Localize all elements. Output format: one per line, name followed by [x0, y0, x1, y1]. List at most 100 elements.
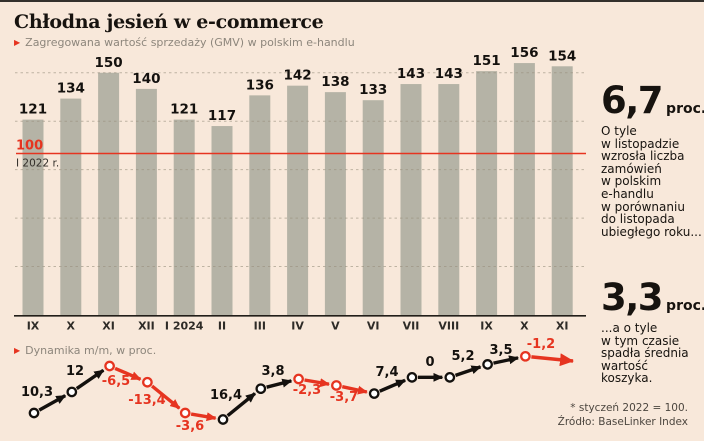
mm-dynamics-line-chart: 10,3 12 -6,5 -13,4 -3,6 16,4 3,8 -2,3 -3,7 7,4 0 5,… — [21, 337, 574, 434]
change-value-label: 3,8 — [261, 364, 284, 379]
x-axis-tick-label: VII — [403, 320, 420, 333]
bar-value-label: 121 — [19, 102, 47, 118]
x-axis-tick-label: XI — [102, 320, 115, 333]
bar-value-label: 142 — [284, 68, 312, 84]
data-point — [331, 380, 342, 391]
data-point — [142, 376, 153, 388]
data-point — [293, 373, 304, 385]
bar-value-label: 143 — [397, 66, 425, 82]
gmv-bar-chart: 100 I 2022 r. 121 134 150 140 121 117 136 142 138 1… — [14, 45, 586, 333]
bar-value-label: 154 — [548, 48, 576, 64]
bar-X — [60, 98, 82, 315]
bar-X — [513, 63, 535, 316]
stat-basket-decline: 3,3 proc. ...a o tyle w tym czasie spadła… — [601, 279, 704, 386]
bar-value-label: 133 — [359, 82, 387, 98]
baseline-100-label: 100 — [16, 139, 43, 154]
change-arrow — [150, 384, 181, 410]
x-axis-tick-label: X — [67, 320, 76, 333]
data-point — [255, 383, 267, 395]
bar-value-label: 134 — [57, 81, 85, 97]
line-chart-legend-label: Dynamika m/m, w proc. — [25, 344, 157, 357]
data-point — [520, 350, 531, 362]
bar-value-label: 117 — [208, 108, 236, 124]
triangle-bullet-icon: ▶ — [14, 345, 21, 355]
bar-value-label: 136 — [246, 77, 274, 93]
bar-value-label: 138 — [321, 74, 349, 90]
bar-value-label: 156 — [510, 45, 538, 61]
baseline-100-sublabel: I 2022 r. — [16, 158, 59, 170]
bar-value-label: 143 — [435, 66, 463, 82]
change-arrow — [190, 412, 217, 422]
bar-XI — [98, 72, 120, 315]
change-arrow — [38, 394, 67, 412]
change-arrow — [266, 378, 293, 389]
triangle-bullet-icon: ▶ — [14, 37, 21, 47]
footnote-source: Źródło: BaseLinker Index — [557, 415, 688, 428]
stat-orders-growth: 6,7 proc. O tyle w listopadzie wzrosła li… — [601, 82, 704, 239]
x-axis-tick-label: II — [218, 320, 226, 333]
x-axis-tick-label: XI — [556, 320, 569, 333]
top-border-rule — [0, 0, 704, 2]
stat-value: 6,7 — [601, 79, 664, 122]
x-axis-tick-label: VI — [367, 320, 380, 333]
x-axis-tick-label: XII — [138, 320, 155, 333]
change-arrow — [114, 366, 142, 381]
data-point — [104, 360, 115, 372]
x-axis-tick-label: IX — [27, 320, 40, 333]
x-axis-tick-label: I 2024 — [165, 320, 204, 333]
x-axis-tick-label: III — [254, 320, 266, 333]
x-axis-tick-label: IX — [480, 320, 493, 333]
data-point — [66, 386, 78, 398]
bar-value-label: 150 — [95, 55, 123, 71]
bar-V — [324, 92, 346, 315]
x-axis-tick-label: V — [331, 320, 340, 333]
change-arrow — [454, 365, 482, 378]
footnote: * styczeń 2022 = 100. Źródło: BaseLinker… — [558, 402, 688, 429]
stat-description: ...a o tyle w tym czasie spadła średnia … — [601, 321, 689, 386]
change-value-label: 12 — [66, 364, 84, 379]
footnote-note: * styczeń 2022 = 100. — [570, 402, 688, 414]
data-point — [482, 359, 493, 370]
bar-chart-legend-label: Zagregowana wartość sprzedaży (GMV) w po… — [25, 36, 355, 49]
bar-VII — [400, 84, 422, 316]
change-value-label: 10,3 — [21, 385, 53, 400]
page-title: Chłodna jesień w e-commerce — [14, 11, 324, 33]
data-point — [28, 407, 40, 419]
stat-unit: proc. — [666, 101, 704, 117]
change-arrow — [75, 368, 105, 390]
bar-value-label: 121 — [170, 102, 198, 118]
bar-XII — [135, 88, 157, 316]
bar-IV — [287, 85, 309, 315]
stat-description: O tyle w listopadzie wzrosła liczba zamó… — [601, 124, 702, 239]
change-value-label: 5,2 — [451, 349, 474, 364]
stat-number-row: 3,3 proc. — [601, 279, 704, 316]
bar-value-label: 151 — [473, 53, 501, 69]
change-value-label: -6,5 — [102, 374, 130, 389]
change-value-label: 0 — [425, 355, 434, 370]
change-value-label: 16,4 — [210, 388, 242, 403]
bar-II — [211, 126, 233, 315]
bar-XI — [551, 66, 573, 315]
data-point — [444, 372, 456, 383]
bar-chart-legend: ▶ Zagregowana wartość sprzedaży (GMV) w … — [14, 36, 355, 49]
change-arrow — [531, 353, 574, 367]
change-value-label: 3,5 — [489, 343, 512, 358]
x-axis-tick-label: X — [520, 320, 529, 333]
stat-number-row: 6,7 proc. — [601, 82, 704, 119]
change-value-label: -2,3 — [293, 383, 321, 398]
change-value-label: -1,2 — [527, 337, 555, 352]
stat-value: 3,3 — [601, 276, 664, 319]
change-value-label: -3,6 — [176, 419, 204, 434]
bar-VIII — [438, 84, 460, 316]
change-value-label: 7,4 — [375, 365, 398, 380]
stat-unit: proc. — [666, 298, 704, 314]
change-arrow — [493, 355, 520, 365]
change-value-label: -13,4 — [128, 393, 165, 408]
bar-IX — [476, 71, 498, 315]
bar-III — [249, 95, 271, 315]
data-point — [406, 372, 418, 383]
change-arrow — [226, 392, 257, 418]
bar-VI — [362, 100, 384, 315]
